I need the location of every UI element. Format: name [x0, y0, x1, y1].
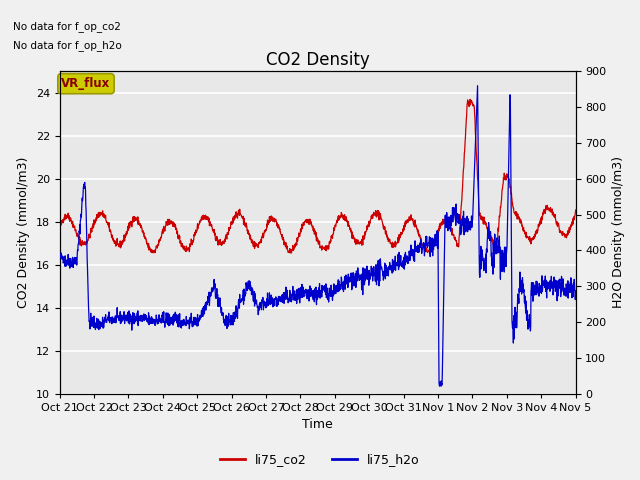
Title: CO2 Density: CO2 Density	[266, 51, 369, 70]
X-axis label: Time: Time	[302, 419, 333, 432]
Legend: li75_co2, li75_h2o: li75_co2, li75_h2o	[215, 448, 425, 471]
Y-axis label: CO2 Density (mmol/m3): CO2 Density (mmol/m3)	[17, 157, 30, 308]
Y-axis label: H2O Density (mmol/m3): H2O Density (mmol/m3)	[612, 156, 625, 309]
Text: VR_flux: VR_flux	[61, 77, 111, 90]
Text: No data for f_op_h2o: No data for f_op_h2o	[13, 40, 122, 51]
Text: No data for f_op_co2: No data for f_op_co2	[13, 21, 121, 32]
